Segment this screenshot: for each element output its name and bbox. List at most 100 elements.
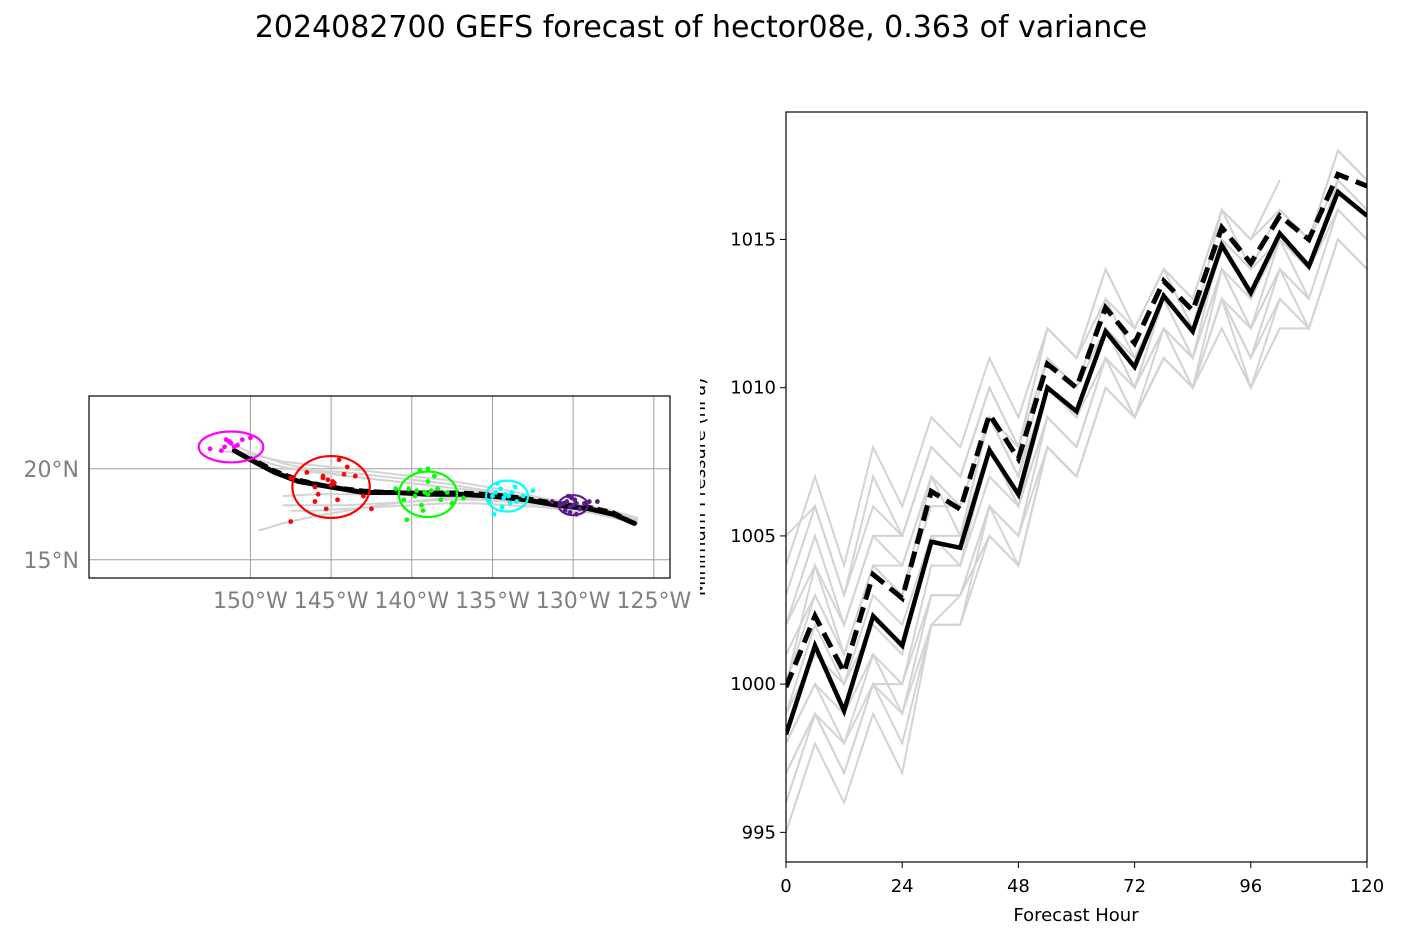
cluster-point [406, 486, 411, 492]
member-track [282, 467, 638, 521]
cluster-point [493, 490, 499, 495]
cluster-point [425, 491, 431, 497]
cluster-point [512, 484, 518, 490]
cluster-ellipse [557, 494, 589, 517]
cluster-point [330, 479, 336, 484]
cluster-point [435, 486, 440, 492]
member-pressure-line [786, 148, 1367, 599]
member-track [290, 502, 638, 525]
member-pressure-line [786, 237, 1367, 833]
cluster-point [507, 500, 513, 506]
control-pressure-line [786, 171, 1367, 689]
cluster-point [404, 517, 410, 523]
lon-tick-label: 135°W [455, 589, 530, 614]
member-pressure-line [786, 207, 1367, 715]
cluster-point [428, 488, 434, 494]
cluster-point [549, 499, 555, 504]
cluster-point [509, 490, 515, 495]
cluster-point [561, 500, 566, 506]
cluster-point [312, 499, 318, 504]
cluster-point [594, 499, 600, 504]
cluster-point [425, 479, 431, 484]
cluster-point [341, 471, 347, 477]
cluster-ellipse [484, 479, 530, 513]
x-tick-label: 24 [891, 876, 914, 897]
cluster-point [207, 446, 213, 452]
cluster-point [490, 493, 495, 499]
cluster-point [336, 457, 342, 463]
y-tick-label: 1005 [730, 526, 776, 547]
lat-tick-label: 20°N [24, 458, 79, 483]
lon-tick-label: 130°W [536, 589, 611, 614]
x-tick-label: 96 [1239, 876, 1262, 897]
cluster-point [444, 490, 450, 495]
x-tick-label: 48 [1007, 876, 1030, 897]
y-tick-label: 1015 [730, 229, 776, 250]
cluster-point [412, 493, 418, 499]
lon-tick-label: 145°W [294, 589, 369, 614]
cluster-point [491, 511, 497, 517]
cluster-point [514, 499, 520, 504]
cluster-point [498, 486, 503, 492]
cluster-point [414, 488, 420, 494]
pressure-plot-frame [785, 111, 1368, 863]
cluster-point [335, 497, 340, 503]
cluster-group [197, 430, 600, 524]
map-background [89, 396, 670, 578]
cluster-point [288, 519, 294, 524]
cluster-point [425, 466, 431, 472]
lat-tick-label: 15°N [24, 549, 79, 574]
cluster-point [573, 500, 579, 506]
map-frame [88, 395, 671, 579]
mean-pressure-line [786, 188, 1367, 736]
x-tick-label: 72 [1123, 876, 1146, 897]
lon-tick-label: 140°W [374, 589, 449, 614]
track-map-panel: 150°W 145°W 140°W 135°W 130°W 125°W 15°N 20°N [24, 395, 692, 614]
cluster-point [401, 497, 407, 503]
cluster-point [320, 473, 326, 479]
cluster-point [239, 437, 245, 443]
cluster-ellipse [291, 454, 371, 520]
cluster-point [567, 504, 573, 510]
cluster-point [288, 475, 294, 481]
cluster-point [325, 477, 331, 483]
y-tick-label: 995 [742, 822, 776, 843]
cluster-point [530, 488, 536, 494]
cluster-point [304, 470, 310, 475]
cluster-point [352, 473, 358, 479]
cluster-point [218, 448, 224, 453]
cluster-point [506, 493, 512, 499]
pressure-plot-panel: 0 24 48 72 96 120 995 1000 1005 1010 1015 Forecast… [700, 111, 1384, 926]
cluster-ellipse [197, 430, 265, 464]
cluster-point [323, 506, 329, 512]
cluster-point [369, 506, 374, 512]
pressure-plot-background [786, 112, 1367, 862]
cluster-point [344, 464, 350, 470]
map-tick-labels: 150°W 145°W 140°W 135°W 130°W 125°W 15°N 20°N [24, 458, 692, 614]
cluster-point [419, 502, 424, 508]
cluster-ellipse [397, 470, 459, 519]
cluster-point [222, 444, 227, 450]
main-pressure-lines [786, 171, 1367, 736]
lon-tick-label: 150°W [213, 589, 288, 614]
cluster-point [438, 497, 444, 503]
cluster-point [577, 506, 583, 512]
cluster-point [461, 495, 466, 501]
cluster-point [420, 508, 426, 514]
pressure-plot-ticks: 0 24 48 72 96 120 995 1000 1005 1010 1015 [730, 229, 1384, 897]
figure-title: 2024082700 GEFS forecast of hector08e, 0… [254, 10, 1148, 45]
x-tick-label: 0 [780, 876, 791, 897]
x-tick-label: 120 [1350, 876, 1384, 897]
cluster-point [312, 484, 318, 490]
cluster-point [315, 491, 321, 497]
y-tick-label: 1000 [730, 674, 776, 695]
x-axis-label: Forecast Hour [1013, 905, 1139, 926]
y-axis-label: Minimum Pressure (hPa) [700, 378, 710, 596]
y-tick-label: 1010 [730, 378, 776, 399]
lon-tick-label: 125°W [616, 589, 691, 614]
cluster-point [582, 500, 587, 506]
member-pressure-lines [786, 148, 1367, 833]
cluster-point [227, 439, 232, 444]
cluster-point [247, 435, 253, 441]
cluster-point [393, 486, 399, 492]
